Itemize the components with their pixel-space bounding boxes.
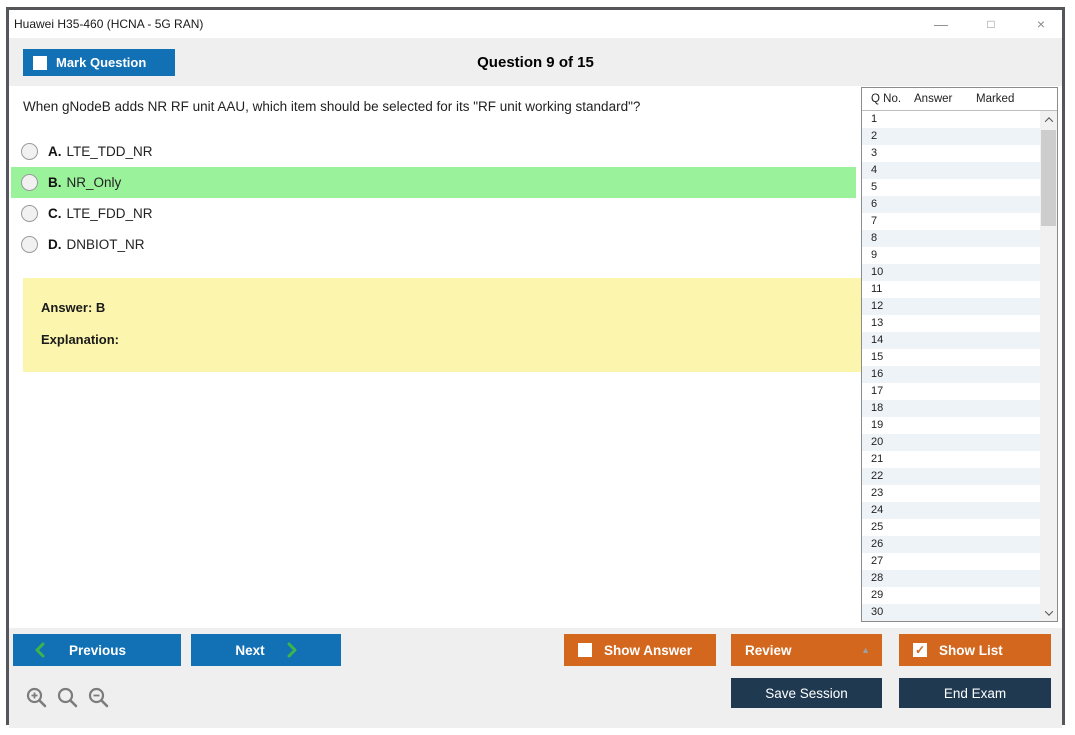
mark-question-checkbox-icon bbox=[33, 55, 47, 70]
next-button[interactable]: Next bbox=[191, 634, 341, 666]
question-list-panel: Q No. Answer Marked 1 2 3 4 5 6 7 8 9 10 11 12 13 14 1… bbox=[861, 87, 1058, 622]
scroll-up-button[interactable] bbox=[1040, 111, 1057, 128]
question-list-row[interactable]: 7 bbox=[871, 215, 878, 227]
question-list-row[interactable]: 26 bbox=[862, 536, 1040, 553]
question-list-row[interactable]: 8 bbox=[862, 230, 1040, 247]
answer-text: Answer: B bbox=[41, 300, 106, 315]
mark-question-button[interactable]: Mark Question bbox=[23, 49, 175, 76]
option-letter: A. bbox=[48, 144, 62, 159]
answer-panel: Answer: B Explanation: bbox=[23, 278, 864, 372]
review-label: Review bbox=[745, 642, 792, 658]
question-list-row[interactable]: 2 bbox=[862, 128, 1040, 145]
show-answer-button[interactable]: Show Answer bbox=[564, 634, 716, 666]
question-list-row[interactable]: 30 bbox=[862, 604, 1040, 621]
title-bar: Huawei H35-460 (HCNA - 5G RAN) — □ × bbox=[9, 10, 1062, 38]
zoom-controls bbox=[25, 686, 111, 710]
question-list-row[interactable]: 12 bbox=[862, 298, 1040, 315]
question-list-row[interactable]: 15 bbox=[871, 351, 884, 363]
scroll-down-button[interactable] bbox=[1040, 604, 1057, 621]
question-list-row[interactable]: 3 bbox=[871, 147, 878, 159]
chevron-right-icon bbox=[287, 642, 297, 658]
end-exam-button[interactable]: End Exam bbox=[899, 678, 1051, 708]
question-list-row[interactable]: 22 bbox=[862, 468, 1040, 485]
option-letter: C. bbox=[48, 206, 62, 221]
radio-icon[interactable] bbox=[21, 205, 38, 222]
option-letter: D. bbox=[48, 237, 62, 252]
option-text: DNBIOT_NR bbox=[66, 237, 145, 252]
question-list-row[interactable]: 14 bbox=[862, 332, 1040, 349]
question-list-row[interactable]: 9 bbox=[871, 249, 878, 261]
show-list-button[interactable]: ✓ Show List bbox=[899, 634, 1051, 666]
column-answer: Answer bbox=[914, 93, 953, 105]
question-list-row[interactable]: 20 bbox=[862, 434, 1040, 451]
question-list-row[interactable]: 6 bbox=[862, 196, 1040, 213]
window-controls: — □ × bbox=[930, 10, 1052, 38]
option-row[interactable]: A. LTE_TDD_NR bbox=[11, 136, 856, 167]
option-row[interactable]: C. LTE_FDD_NR bbox=[11, 198, 856, 229]
radio-icon[interactable] bbox=[21, 236, 38, 253]
exam-window: Huawei H35-460 (HCNA - 5G RAN) — □ × Que… bbox=[6, 7, 1065, 728]
question-list-row[interactable]: 10 bbox=[862, 264, 1040, 281]
show-list-label: Show List bbox=[939, 642, 1003, 658]
minimize-button[interactable]: — bbox=[934, 16, 948, 32]
chevron-down-icon bbox=[1044, 606, 1053, 616]
question-list-row[interactable]: 13 bbox=[871, 317, 884, 329]
maximize-button[interactable]: □ bbox=[987, 17, 995, 31]
question-list-row[interactable]: 23 bbox=[871, 487, 884, 499]
question-list-row[interactable]: 21 bbox=[871, 453, 884, 465]
review-button[interactable]: Review ▲ bbox=[731, 634, 882, 666]
question-list-header: Q No. Answer Marked bbox=[862, 88, 1057, 111]
question-list-row[interactable]: 5 bbox=[871, 181, 878, 193]
options-list: A. LTE_TDD_NR B. NR_Only C. LTE_FDD_NR D. DNBIO… bbox=[11, 136, 856, 260]
explanation-label: Explanation: bbox=[41, 332, 120, 347]
option-row[interactable]: D. DNBIOT_NR bbox=[11, 229, 856, 260]
radio-icon[interactable] bbox=[21, 143, 38, 160]
mark-question-label: Mark Question bbox=[56, 55, 147, 70]
question-list-row[interactable]: 4 bbox=[862, 162, 1040, 179]
question-list-row[interactable]: 24 bbox=[862, 502, 1040, 519]
next-label: Next bbox=[235, 642, 265, 658]
zoom-out-icon[interactable] bbox=[87, 686, 111, 710]
previous-label: Previous bbox=[69, 642, 127, 658]
scrollbar[interactable] bbox=[1040, 111, 1057, 621]
question-list-body: 1 2 3 4 5 6 7 8 9 10 11 12 13 14 15 16 17 18 19 20 21 22 23 24 2… bbox=[862, 111, 1057, 621]
header-strip: Question 9 of 15 Mark Question bbox=[9, 38, 1062, 86]
question-rows: 1 2 3 4 5 6 7 8 9 10 11 12 13 14 15 16 17 18 19 20 21 22 23 24 2… bbox=[862, 111, 1057, 621]
option-row[interactable]: B. NR_Only bbox=[11, 167, 856, 198]
radio-icon[interactable] bbox=[21, 174, 38, 191]
footer-bar: Previous Next Show Answer Review ▲ ✓ Sho… bbox=[9, 628, 1062, 728]
question-list-row[interactable]: 19 bbox=[871, 419, 884, 431]
option-text: NR_Only bbox=[66, 175, 122, 190]
show-list-checkbox-icon: ✓ bbox=[913, 643, 927, 657]
question-list-row[interactable]: 27 bbox=[871, 555, 884, 567]
close-button[interactable]: × bbox=[1036, 16, 1046, 32]
zoom-reset-icon[interactable] bbox=[56, 686, 80, 710]
question-list-row[interactable]: 11 bbox=[871, 283, 883, 295]
chevron-up-icon bbox=[1044, 116, 1053, 126]
scroll-thumb[interactable] bbox=[1041, 130, 1056, 226]
zoom-in-icon[interactable] bbox=[25, 686, 49, 710]
show-answer-label: Show Answer bbox=[604, 642, 693, 658]
question-list-row[interactable]: 18 bbox=[862, 400, 1040, 417]
question-counter: Question 9 of 15 bbox=[477, 53, 594, 71]
window-title: Huawei H35-460 (HCNA - 5G RAN) bbox=[14, 17, 204, 31]
option-letter: B. bbox=[48, 175, 62, 190]
option-text: LTE_TDD_NR bbox=[66, 144, 153, 159]
triangle-up-icon: ▲ bbox=[861, 645, 870, 655]
question-list-row[interactable]: 16 bbox=[862, 366, 1040, 383]
chevron-left-icon bbox=[35, 642, 45, 658]
question-list-row[interactable]: 29 bbox=[871, 589, 884, 601]
previous-button[interactable]: Previous bbox=[13, 634, 181, 666]
save-session-button[interactable]: Save Session bbox=[731, 678, 882, 708]
column-qno: Q No. bbox=[871, 93, 902, 105]
option-text: LTE_FDD_NR bbox=[66, 206, 153, 221]
question-list-row[interactable]: 25 bbox=[871, 521, 884, 533]
question-list-row[interactable]: 28 bbox=[862, 570, 1040, 587]
show-answer-checkbox-icon bbox=[578, 643, 592, 657]
question-list-row[interactable]: 17 bbox=[871, 385, 884, 397]
question-text: When gNodeB adds NR RF unit AAU, which i… bbox=[23, 99, 641, 114]
question-list-row[interactable]: 1 bbox=[871, 113, 878, 125]
column-marked: Marked bbox=[976, 93, 1015, 105]
